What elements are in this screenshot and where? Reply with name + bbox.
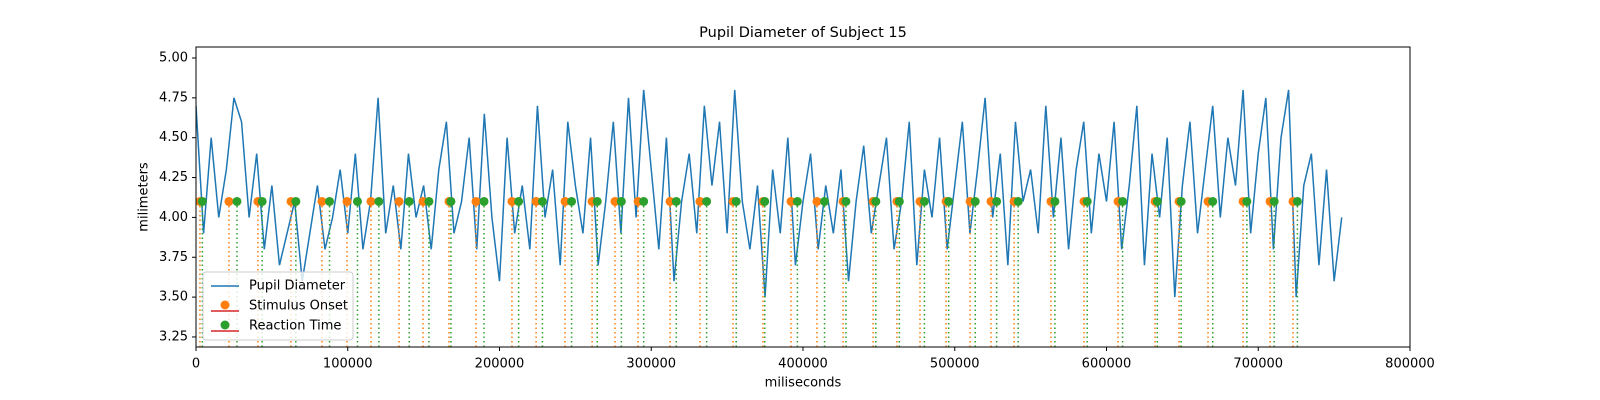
chart-title: Pupil Diameter of Subject 15 [699, 25, 907, 41]
event-marker [731, 196, 741, 206]
event-marker [567, 196, 577, 206]
legend-label: Stimulus Onset [249, 299, 348, 314]
x-tick-label: 300000 [626, 357, 676, 372]
event-marker [592, 196, 602, 206]
event-marker [479, 196, 489, 206]
x-tick-label: 100000 [323, 357, 373, 372]
y-tick-label: 4.25 [159, 170, 188, 185]
x-tick-label: 800000 [1385, 357, 1435, 372]
legend-marker [220, 320, 230, 330]
event-marker [671, 196, 681, 206]
event-marker [665, 196, 675, 206]
x-tick-label: 500000 [930, 357, 980, 372]
y-axis-label: milimeters [137, 162, 152, 232]
event-marker [894, 196, 904, 206]
x-axis-label: miliseconds [765, 376, 842, 391]
y-tick-label: 3.50 [159, 290, 188, 305]
x-tick-label: 700000 [1233, 357, 1283, 372]
event-marker [1082, 196, 1092, 206]
legend-label: Pupil Diameter [249, 279, 346, 294]
event-marker [841, 196, 851, 206]
x-tick-label: 200000 [475, 357, 525, 372]
line-series [196, 89, 1343, 298]
event-marker [1152, 196, 1162, 206]
event-marker [291, 196, 301, 206]
event-marker [317, 196, 327, 206]
event-marker [1292, 196, 1302, 206]
event-marker [792, 196, 802, 206]
event-marker [507, 196, 517, 206]
event-marker [970, 196, 980, 206]
event-marker [871, 196, 881, 206]
event-marker [514, 196, 524, 206]
event-marker [944, 196, 954, 206]
event-marker [404, 196, 414, 206]
y-tick-label: 3.75 [159, 250, 188, 265]
event-marker [610, 196, 620, 206]
event-marker [695, 196, 705, 206]
y-tick-label: 5.00 [159, 50, 188, 65]
y-tick-label: 3.25 [159, 329, 188, 344]
event-marker [919, 196, 929, 206]
event-marker [702, 196, 712, 206]
event-marker [257, 196, 267, 206]
event-marker [616, 196, 626, 206]
legend-box [202, 271, 354, 341]
event-marker [224, 196, 234, 206]
event-marker [537, 196, 547, 206]
x-tick-label: 600000 [1082, 357, 1132, 372]
legend-label: Reaction Time [249, 319, 341, 334]
event-marker [1269, 196, 1279, 206]
event-marker [394, 196, 404, 206]
event-marker [760, 196, 770, 206]
legend-marker [220, 300, 230, 310]
event-marker [531, 196, 541, 206]
event-marker [1118, 196, 1128, 206]
event-marker [1176, 196, 1186, 206]
event-marker [197, 196, 207, 206]
x-tick-label: 0 [192, 357, 200, 372]
x-tick-label: 400000 [778, 357, 828, 372]
event-marker [812, 196, 822, 206]
event-marker [1208, 196, 1218, 206]
axes-frame [195, 46, 1411, 348]
event-marker [325, 196, 335, 206]
event-marker [424, 196, 434, 206]
event-marker [352, 196, 362, 206]
event-marker [1242, 196, 1252, 206]
event-marker [342, 196, 352, 206]
event-marker [992, 196, 1002, 206]
event-marker [471, 196, 481, 206]
event-marker [1013, 196, 1023, 206]
event-marker [560, 196, 570, 206]
y-tick-label: 4.50 [159, 130, 188, 145]
event-marker [232, 196, 242, 206]
event-marker [786, 196, 796, 206]
y-tick-label: 4.75 [159, 90, 188, 105]
event-marker [374, 196, 384, 206]
event-marker [639, 196, 649, 206]
event-marker [1050, 196, 1060, 206]
event-marker [366, 196, 376, 206]
event-marker [446, 196, 456, 206]
y-tick-label: 4.00 [159, 210, 188, 225]
event-marker [820, 196, 830, 206]
